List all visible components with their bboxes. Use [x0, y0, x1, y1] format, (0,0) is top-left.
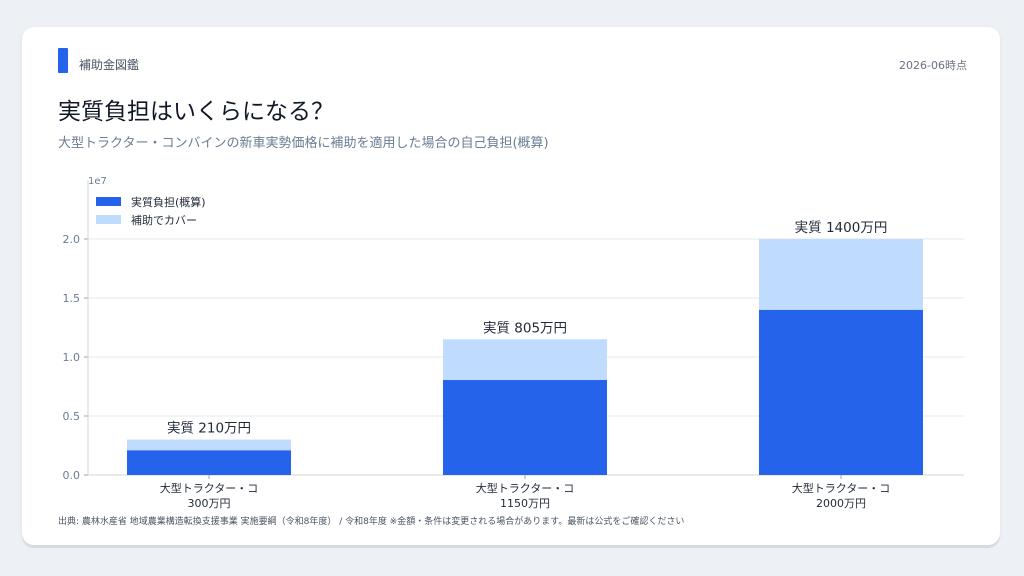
- bar-self-burden: [127, 450, 291, 475]
- bar-subsidy: [759, 239, 923, 310]
- bar-self-burden: [759, 309, 923, 475]
- x-tick-label: 300万円: [188, 497, 231, 510]
- bar-subsidy: [127, 439, 291, 451]
- legend: 実質負担(概算) 補助でカバー: [96, 195, 206, 227]
- brand-label: 補助金図鑑: [79, 58, 140, 72]
- as-of-date: 2026-06時点: [899, 59, 967, 72]
- y-tick-label: 2.0: [63, 233, 81, 246]
- y-offset-label: 1e7: [88, 176, 107, 187]
- page-subtitle: 大型トラクター・コンバインの新車実勢価格に補助を適用した場合の自己負担(概算): [58, 136, 549, 151]
- y-tick-label: 1.5: [63, 292, 81, 305]
- legend-label: 補助でカバー: [131, 213, 197, 227]
- legend-label: 実質負担(概算): [131, 195, 206, 209]
- data-label: 実質 805万円: [483, 320, 567, 336]
- y-tick-label: 0.5: [63, 410, 81, 423]
- legend-swatch: [96, 197, 121, 206]
- bar-self-burden: [443, 380, 607, 475]
- x-tick-label: 大型トラクター・コ: [792, 481, 891, 495]
- brand-accent-bar: [58, 48, 68, 73]
- page-title: 実質負担はいくらになる？: [58, 99, 334, 125]
- data-label: 実質 1400万円: [795, 220, 888, 236]
- data-labels: 実質 210万円 実質 805万円 実質 1400万円: [167, 220, 887, 437]
- y-tick-label: 1.0: [63, 351, 81, 364]
- x-tick-label: 2000万円: [816, 497, 866, 510]
- bars: [127, 239, 923, 475]
- bar-subsidy: [443, 339, 607, 381]
- source-note: 出典: 農林水産省 地域農業構造転換支援事業 実施要綱（令和8年度） / 令和8…: [58, 517, 685, 527]
- axes: 0.0 0.5 1.0 1.5 2.0 1e7 大型トラクター・コ 300万円 大型トラクター・…: [63, 176, 964, 510]
- data-label: 実質 210万円: [167, 421, 251, 437]
- x-tick-label: 1150万円: [500, 497, 550, 510]
- legend-swatch: [96, 215, 121, 224]
- y-tick-label: 0.0: [63, 469, 81, 482]
- x-tick-label: 大型トラクター・コ: [476, 481, 575, 495]
- x-tick-label: 大型トラクター・コ: [160, 481, 259, 495]
